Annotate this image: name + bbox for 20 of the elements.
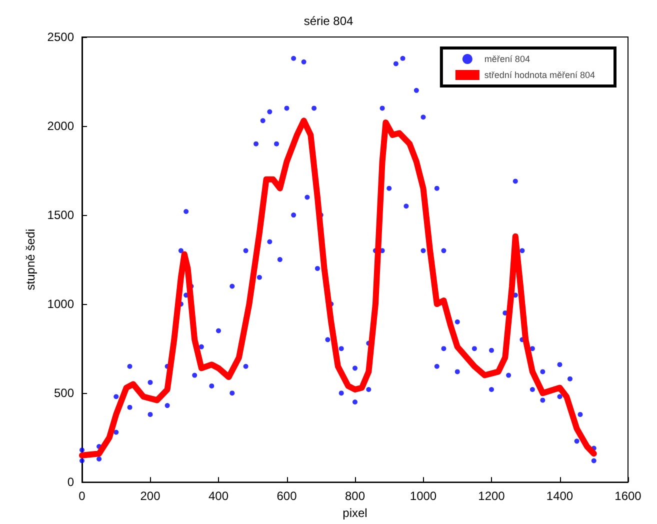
y-tick-label: 0 <box>67 475 74 490</box>
legend-label: měření 804 <box>484 54 530 64</box>
x-tick-label: 1200 <box>478 489 506 504</box>
x-tick-label: 1000 <box>410 489 437 504</box>
chart-title: série 804 <box>304 14 354 28</box>
y-tick-label: 1000 <box>47 297 74 312</box>
x-tick-label: 1600 <box>614 489 642 504</box>
y-tick-label: 500 <box>54 386 74 400</box>
x-tick-label: 0 <box>78 489 86 504</box>
x-tick-label: 200 <box>140 489 161 504</box>
legend-label: střední hodnota měření 804 <box>484 70 596 80</box>
y-tick-label: 2500 <box>47 30 74 44</box>
x-tick-label: 1400 <box>546 489 574 504</box>
x-axis-title: pixel <box>342 506 368 520</box>
x-tick-label: 800 <box>344 489 366 504</box>
y-tick-label: 1500 <box>47 208 74 222</box>
x-tick-label: 600 <box>276 489 298 504</box>
y-axis-title: stupně šedi <box>23 228 38 290</box>
y-tick-label: 2000 <box>47 119 74 134</box>
x-tick-label: 400 <box>208 489 229 504</box>
